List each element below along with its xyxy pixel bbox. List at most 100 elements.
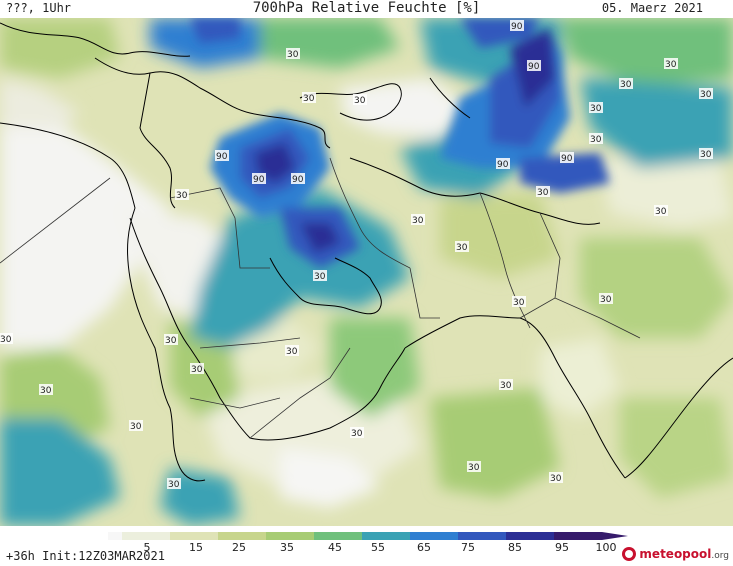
colorbar-segment xyxy=(122,532,170,540)
contour-label: 30 xyxy=(456,243,468,253)
humidity-shading xyxy=(0,18,733,526)
contour-label: 30 xyxy=(620,80,632,90)
contour-label-bg xyxy=(215,150,229,161)
colorbar-tick-label: 5 xyxy=(143,541,151,554)
map-canvas: 90 90 90 90 90 90 90 30 30 30 30 30 30 30 30 30 30 30 30 30… xyxy=(0,18,733,526)
contour-label: 90 xyxy=(216,152,228,162)
colorbar-tick-label: 65 xyxy=(417,541,431,554)
contour-label: 30 xyxy=(0,335,12,345)
colorbar-tick-label: 25 xyxy=(232,541,246,554)
contour-label: 30 xyxy=(130,422,142,432)
contour-label: 90 xyxy=(561,154,573,164)
contour-label: 30 xyxy=(700,90,712,100)
colorbar-segment xyxy=(410,532,458,540)
init-time: +36h Init:12Z03MAR2021 xyxy=(6,549,165,563)
contour-label: 30 xyxy=(665,60,677,70)
contour-label: 30 xyxy=(700,150,712,160)
colorbar-segment xyxy=(266,532,314,540)
contour-label-bg xyxy=(411,214,425,225)
contour-label-bg xyxy=(467,461,481,472)
contour-label: 30 xyxy=(550,474,562,484)
contour-label-bg xyxy=(175,189,189,200)
contour-label-bg xyxy=(455,241,469,252)
contour-label: 30 xyxy=(500,381,512,391)
logo-main: meteopool xyxy=(639,547,712,561)
contour-labels: 90 90 90 90 90 90 90 30 30 30 30 30 30 30 30 30 30 30 30 30… xyxy=(0,20,713,490)
contour-label-bg xyxy=(291,173,305,184)
contour-label-bg xyxy=(654,205,668,216)
high-humidity-core xyxy=(190,18,610,268)
contour-label-bg xyxy=(499,379,513,390)
contour-label-bg xyxy=(353,94,367,105)
colorbar xyxy=(108,532,628,540)
contour-label-bg xyxy=(599,293,613,304)
contour-label: 30 xyxy=(314,272,326,282)
colorbar-tick-label: 95 xyxy=(555,541,569,554)
contour-label-bg xyxy=(252,173,266,184)
colorbar-tick-label: 85 xyxy=(508,541,522,554)
humidity-map: 90 90 90 90 90 90 90 30 30 30 30 30 30 30 30 30 30 30 30 30… xyxy=(0,18,733,526)
contour-label: 30 xyxy=(412,216,424,226)
contour-label-bg xyxy=(619,78,633,89)
contour-label-bg xyxy=(549,472,563,483)
contour-label: 30 xyxy=(590,104,602,114)
colorbar-tick-label: 15 xyxy=(189,541,203,554)
contour-label-bg xyxy=(510,20,524,31)
colorbar-segment xyxy=(218,532,266,540)
contour-label: 30 xyxy=(165,336,177,346)
contour-label: 30 xyxy=(537,188,549,198)
contour-label-bg xyxy=(589,102,603,113)
colorbar-tick-label: 75 xyxy=(461,541,475,554)
contour-label: 30 xyxy=(40,386,52,396)
map-title: 700hPa Relative Feuchte [%] xyxy=(252,0,481,16)
contour-label: 30 xyxy=(191,365,203,375)
colorbar-segment xyxy=(314,532,362,540)
colorbar-tick-label: 100 xyxy=(595,541,617,554)
contour-label-bg xyxy=(512,296,526,307)
contour-label: 30 xyxy=(590,135,602,145)
contour-label-bg xyxy=(350,427,364,438)
contour-label-bg xyxy=(0,333,13,344)
contour-label: 90 xyxy=(292,175,304,185)
contour-label-bg xyxy=(664,58,678,69)
contour-label-bg xyxy=(129,420,143,431)
colorbar-segment xyxy=(458,532,506,540)
contour-label: 90 xyxy=(511,22,523,32)
valid-date: 05. Maerz 2021 xyxy=(601,1,703,15)
colorbar-segment xyxy=(170,532,218,540)
coastlines xyxy=(0,22,733,482)
contour-label-bg xyxy=(313,270,327,281)
contour-label-bg xyxy=(560,152,574,163)
header: ???, 1Uhr 700hPa Relative Feuchte [%] 05… xyxy=(0,0,733,18)
contour-label: 30 xyxy=(168,480,180,490)
contour-label-bg xyxy=(302,92,316,103)
contour-label-bg xyxy=(496,158,510,169)
contour-label: 30 xyxy=(351,429,363,439)
contour-label: 30 xyxy=(287,50,299,60)
contour-label: 30 xyxy=(513,298,525,308)
contour-label-bg xyxy=(285,345,299,356)
logo-mark-icon xyxy=(622,547,637,561)
contour-label: 90 xyxy=(528,62,540,72)
colorbar-arrow xyxy=(602,532,628,540)
contour-label-bg xyxy=(167,478,181,489)
borders xyxy=(0,157,641,439)
colorbar-segment xyxy=(506,532,554,540)
colorbar-segment xyxy=(554,532,602,540)
contour-label: 30 xyxy=(600,295,612,305)
logo-org: .org xyxy=(711,551,729,561)
meteopool-logo[interactable]: meteopool.org xyxy=(622,546,729,562)
colorbar-tick-label: 35 xyxy=(280,541,294,554)
colorbar-segment xyxy=(108,532,122,540)
contour-label-bg xyxy=(589,133,603,144)
colorbar-tick-label: 45 xyxy=(328,541,342,554)
colorbar-tick-label: 55 xyxy=(371,541,385,554)
contour-label: 30 xyxy=(468,463,480,473)
contour-label-bg xyxy=(286,48,300,59)
colorbar-segment xyxy=(362,532,410,540)
contour-label-bg xyxy=(39,384,53,395)
contour-label-bg xyxy=(699,148,713,159)
contour-label-bg xyxy=(190,363,204,374)
contour-label-bg xyxy=(164,334,178,345)
contour-label: 30 xyxy=(176,191,188,201)
